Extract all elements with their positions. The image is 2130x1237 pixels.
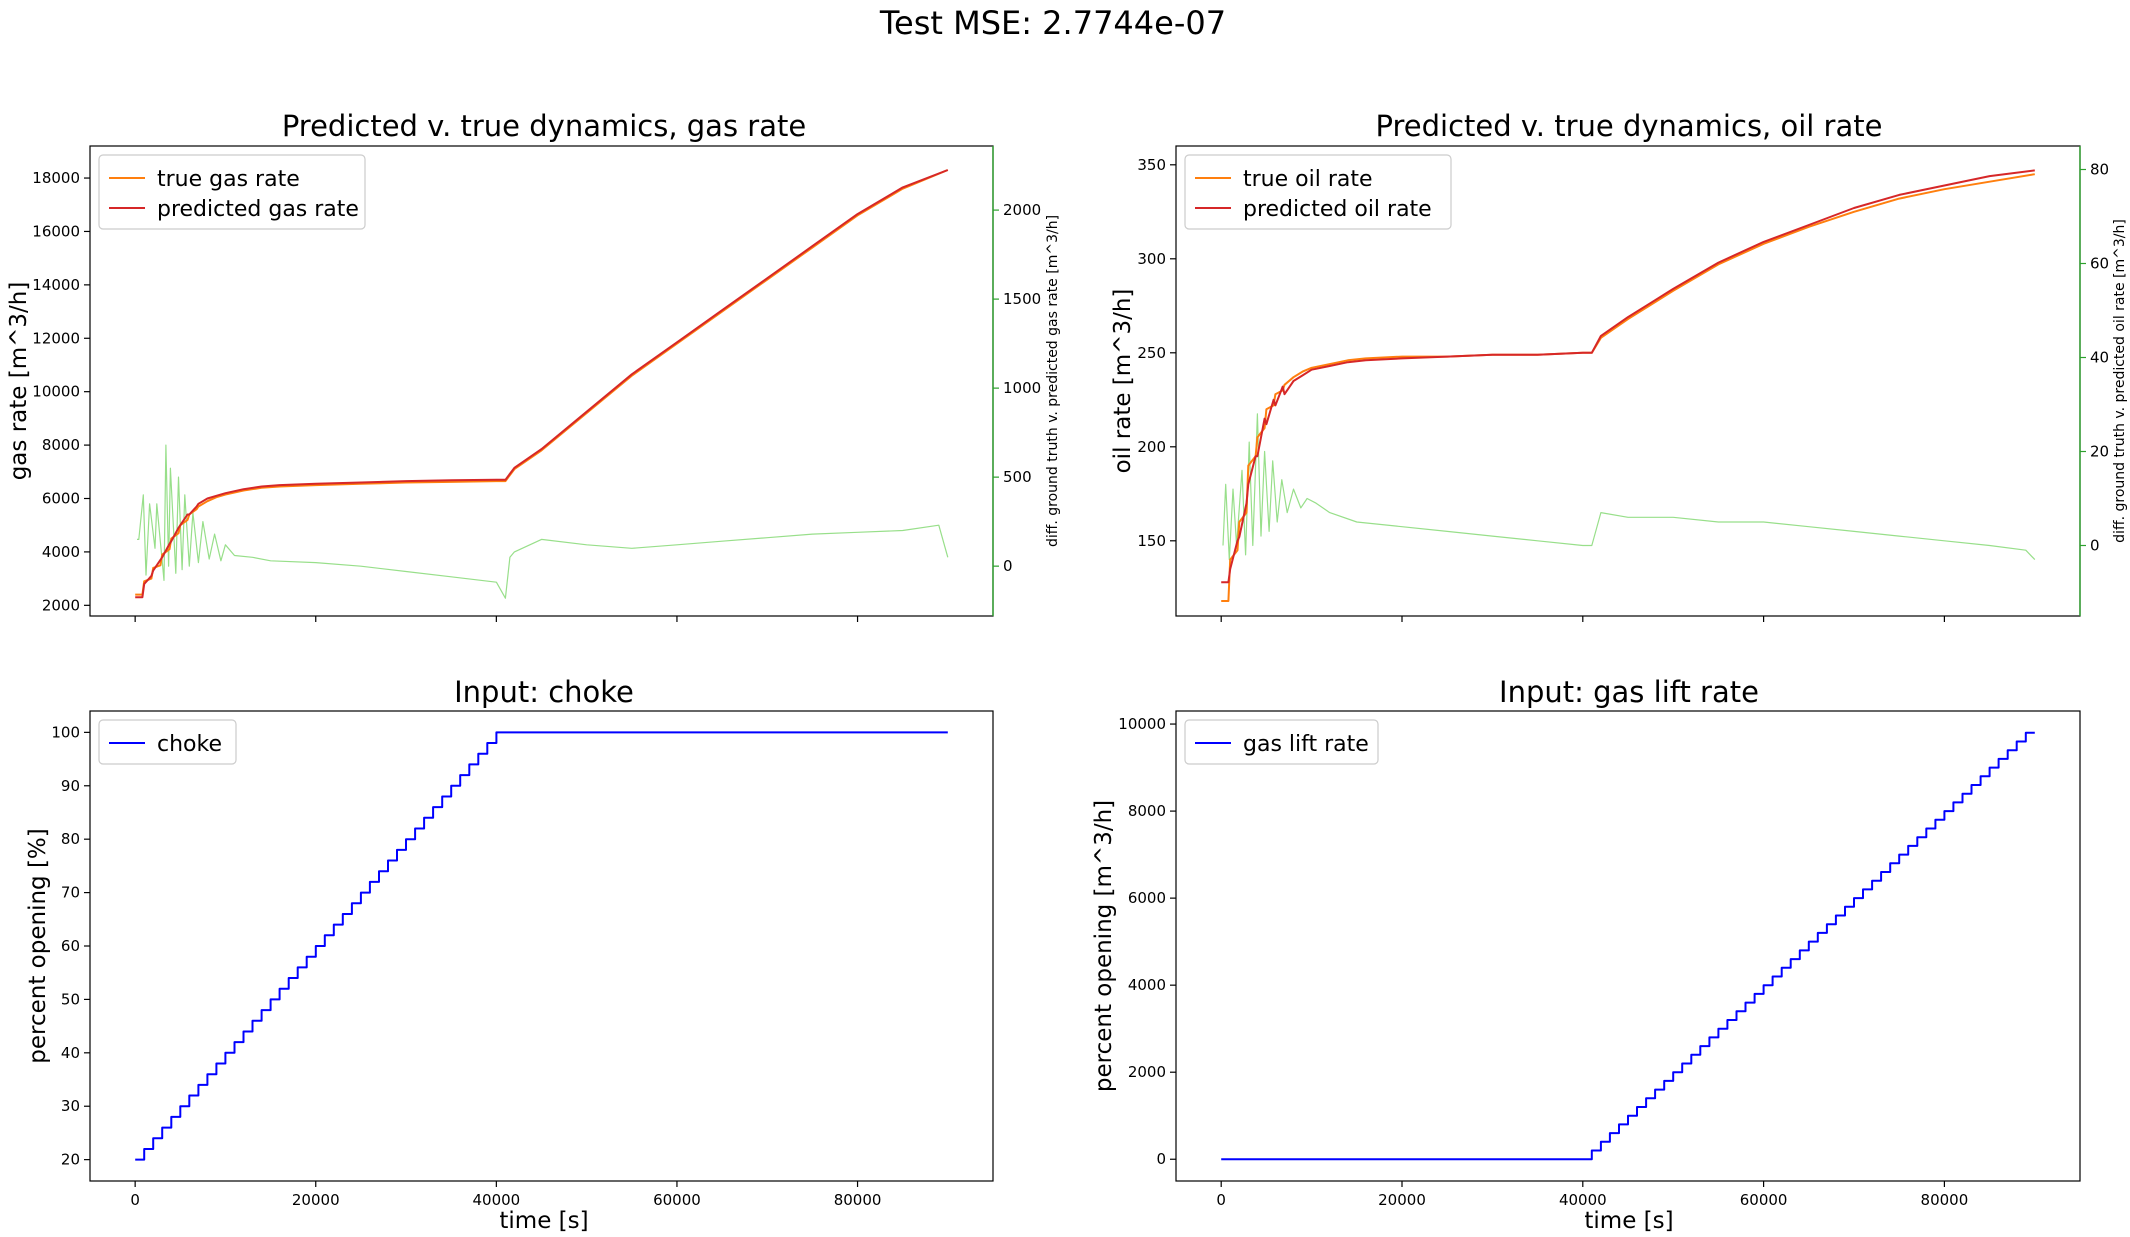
oil-series-predicted-oil-rate-line [1221,169,2035,584]
gas-rate-right-ylabel: diff. ground truth v. predicted gas rate… [1045,215,1061,547]
gas-ytick-label: 16000 [32,222,80,240]
choke-ylabel: percent opening [%] [25,828,51,1063]
gas-lift-panel: Input: gas lift rate percent opening [m^… [1091,675,2081,1234]
choke-ytick-label: 60 [61,937,80,955]
oil-right-ytick-label: 20 [2090,443,2109,461]
gas-ytick-label: 8000 [42,436,80,454]
gas-right-ytick-label: 500 [1003,468,1032,486]
oil-series-diff-line [1222,413,2036,561]
gas-legend-label: predicted gas rate [157,197,359,222]
gaslift-legend-label: gas lift rate [1243,732,1369,757]
gas-lift-title: Input: gas lift rate [1499,675,1759,709]
oil-ytick-label: 200 [1137,438,1166,456]
choke-ytick-label: 20 [61,1151,80,1169]
oil-rate-title: Predicted v. true dynamics, oil rate [1376,109,1883,143]
choke-xtick-label: 80000 [834,1191,882,1209]
figure-suptitle: Test MSE: 2.7744e-07 [879,4,1226,42]
choke-ytick-label: 30 [61,1097,80,1115]
choke-series-choke-line [135,731,948,1161]
choke-ytick-label: 90 [61,777,80,795]
choke-panel: Input: choke percent opening [%] time [s… [25,675,994,1234]
oil-right-ytick-label: 40 [2090,349,2109,367]
gas-right-ytick-label: 1000 [1003,379,1041,397]
oil-rate-panel: Predicted v. true dynamics, oil rate oil… [1110,109,2128,622]
gas-lift-xlabel: time [s] [1584,1208,1673,1234]
gaslift-ytick-label: 2000 [1128,1063,1166,1081]
gas-ytick-label: 6000 [42,490,80,508]
gaslift-axes-frame [1175,710,2081,1182]
choke-xtick-label: 0 [130,1191,140,1209]
gas-series-true-gas-rate-line [135,169,949,596]
oil-legend-box [1184,154,1452,230]
gaslift-legend-box [1184,719,1379,765]
oil-rate-ylabel: oil rate [m^3/h] [1110,289,1136,474]
gas-ytick-label: 10000 [32,383,80,401]
gas-ytick-label: 2000 [42,596,80,614]
oil-legend-label: predicted oil rate [1243,197,1432,222]
oil-rate-right-ylabel: diff. ground truth v. predicted oil rate… [2112,219,2128,543]
gaslift-xtick-label: 40000 [1559,1191,1607,1209]
choke-ytick-label: 50 [61,990,80,1008]
gaslift-xtick-label: 60000 [1740,1191,1788,1209]
gas-legend-label: true gas rate [157,167,300,192]
gaslift-ytick-label: 0 [1156,1150,1166,1168]
gas-ytick-label: 14000 [32,276,80,294]
choke-xlabel: time [s] [499,1208,588,1234]
choke-ytick-label: 70 [61,884,80,902]
oil-ytick-label: 350 [1137,156,1166,174]
oil-ytick-label: 300 [1137,250,1166,268]
gas-rate-title: Predicted v. true dynamics, gas rate [282,109,806,143]
choke-ytick-label: 100 [51,723,80,741]
choke-legend-label: choke [157,732,222,757]
gaslift-ytick-label: 6000 [1128,889,1166,907]
gas-rate-ylabel: gas rate [m^3/h] [6,282,32,481]
oil-ytick-label: 150 [1137,532,1166,550]
gas-right-ytick-label: 2000 [1003,201,1041,219]
oil-right-ytick-label: 0 [2090,537,2100,555]
gas-ytick-label: 12000 [32,329,80,347]
choke-xtick-label: 20000 [292,1191,340,1209]
choke-ytick-label: 40 [61,1044,80,1062]
choke-xtick-label: 60000 [653,1191,701,1209]
gas-right-ytick-label: 0 [1003,557,1013,575]
gas-series-diff-line [137,444,949,599]
choke-axes-frame [89,710,994,1182]
gaslift-ytick-label: 10000 [1118,715,1166,733]
choke-ytick-label: 80 [61,830,80,848]
oil-series-true-oil-rate-line [1221,173,2035,602]
oil-ytick-label: 250 [1137,344,1166,362]
gaslift-xtick-label: 80000 [1921,1191,1969,1209]
oil-right-ytick-label: 80 [2090,161,2109,179]
gaslift-ytick-label: 4000 [1128,976,1166,994]
choke-xtick-label: 40000 [472,1191,520,1209]
gas-rate-panel: Predicted v. true dynamics, gas rate gas… [6,109,1061,622]
gaslift-ytick-label: 8000 [1128,802,1166,820]
gas-ytick-label: 4000 [42,543,80,561]
choke-title: Input: choke [454,675,634,709]
gas-series-predicted-gas-rate-line [135,169,949,599]
gaslift-xtick-label: 20000 [1378,1191,1426,1209]
choke-legend-box [98,719,237,765]
gas-right-ytick-label: 1500 [1003,290,1041,308]
gaslift-xtick-label: 0 [1216,1191,1226,1209]
gaslift-series-gas-lift-rate-line [1221,731,2035,1161]
gas-legend-box [98,154,366,230]
gas-ytick-label: 18000 [32,169,80,187]
oil-legend-label: true oil rate [1243,167,1373,192]
oil-right-ytick-label: 60 [2090,255,2109,273]
gas-lift-ylabel: percent opening [m^3/h] [1091,800,1117,1092]
